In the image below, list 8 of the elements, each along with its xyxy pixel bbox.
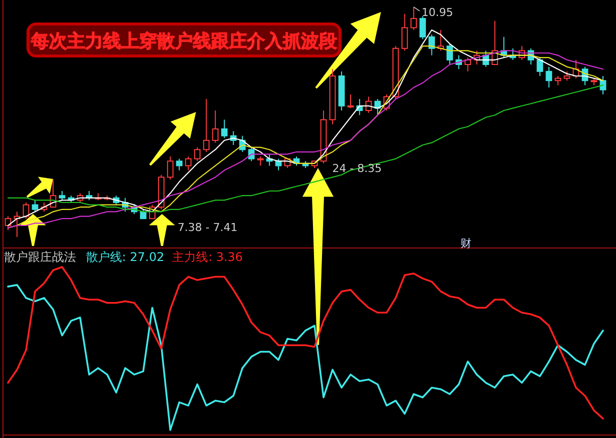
annotation: 财	[460, 237, 472, 250]
annotation: 24 - 8.35	[332, 162, 382, 175]
series-label: 主力线: 3.36	[172, 250, 243, 264]
text: 散户线: 27.02	[86, 250, 164, 264]
text: 每次主力线上穿散户线跟庄介入抓波段	[30, 31, 338, 52]
annotation: 10.95	[422, 6, 454, 19]
annotation: 7.38 - 7.41	[178, 221, 238, 234]
chart-title: 散户跟庄战法	[4, 250, 76, 264]
